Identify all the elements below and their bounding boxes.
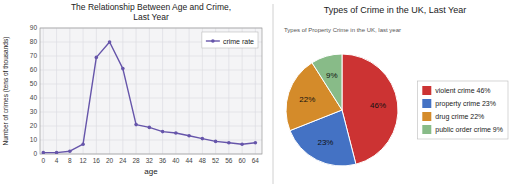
divider	[273, 4, 274, 184]
grid-line-x	[149, 28, 150, 154]
data-label: 46%	[370, 101, 386, 110]
x-tick-label: 56	[225, 157, 233, 164]
data-label: 9%	[326, 71, 338, 80]
grid-line-x	[175, 28, 176, 154]
legend-swatch	[422, 125, 431, 134]
x-tick-label: 4	[55, 157, 59, 164]
grid-line-x	[69, 28, 70, 154]
y-tick-label: 90	[30, 24, 38, 31]
point	[108, 40, 112, 44]
point	[68, 149, 72, 153]
x-tick-label: 64	[252, 157, 260, 164]
point	[134, 123, 138, 127]
legend: violent crime 46% property crime 23% drug …	[417, 81, 508, 139]
x-tick-label: 36	[159, 157, 167, 164]
y-tick-label: 40	[30, 94, 38, 101]
pie-chart: Types of Crime in the UK, Last Year Types…	[284, 5, 508, 166]
legend-label: drug crime 22%	[435, 113, 484, 121]
point	[201, 137, 205, 141]
x-tick-label: 8	[68, 157, 72, 164]
x-tick-label: 44	[185, 157, 193, 164]
point	[254, 141, 258, 145]
grid-line-x	[96, 28, 97, 154]
point	[81, 142, 85, 146]
y-tick-label: 0	[33, 150, 37, 157]
line-chart: The Relationship Between Age and Crime,L…	[2, 2, 262, 176]
x-tick-label: 12	[79, 157, 87, 164]
legend-box	[417, 81, 508, 139]
legend-label: public order crime 9%	[435, 126, 503, 134]
x-tick-label: 40	[172, 157, 180, 164]
legend-swatch	[422, 112, 431, 121]
legend-label: property crime 23%	[435, 100, 496, 108]
x-axis-label: age	[144, 167, 158, 176]
grid-line-x	[109, 28, 110, 154]
legend: crime rate	[202, 32, 258, 48]
chart-root: The Relationship Between Age and Crime,L…	[0, 0, 512, 188]
data-group	[42, 40, 258, 154]
point	[240, 142, 244, 146]
grid-line-x	[162, 28, 163, 154]
legend-marker	[211, 39, 215, 43]
point	[227, 141, 231, 145]
y-tick-label: 30	[30, 108, 38, 115]
y-tick-label: 10	[30, 136, 38, 143]
plot-frame	[40, 28, 262, 154]
title-line: The Relationship Between Age and Crime,	[71, 2, 231, 12]
y-axis-label: Number of crimes (tens of thousands)	[2, 37, 10, 146]
x-tick-label: 32	[146, 157, 154, 164]
y-tick-label: 60	[30, 66, 38, 73]
legend-label: crime rate	[223, 38, 254, 45]
legend-swatch	[422, 86, 431, 95]
x-tick-label: 48	[199, 157, 207, 164]
slice	[312, 54, 342, 110]
legend-swatch	[422, 99, 431, 108]
data-label: 22%	[299, 95, 315, 104]
x-tick-label: 20	[106, 157, 114, 164]
y-tick-label: 50	[30, 80, 38, 87]
x-tick-label: 16	[93, 157, 101, 164]
point	[95, 56, 99, 60]
point	[161, 130, 165, 134]
grid-line-x	[43, 28, 44, 154]
y-tick-label: 20	[30, 122, 38, 129]
grid-line-x	[83, 28, 84, 154]
legend-label: violent crime 46%	[435, 87, 490, 94]
point	[187, 134, 191, 138]
data-label: 23%	[317, 138, 333, 147]
point	[42, 151, 46, 154]
x-tick-label: 52	[212, 157, 220, 164]
point	[174, 131, 178, 135]
grid-line-x	[56, 28, 57, 154]
x-tick-label: 28	[132, 157, 140, 164]
grid-line-x	[122, 28, 123, 154]
grid-line-x	[136, 28, 137, 154]
title: Types of Crime in the UK, Last Year	[324, 5, 467, 15]
plot-background	[40, 28, 262, 154]
x-tick-label: 60	[239, 157, 247, 164]
title: The Relationship Between Age and Crime,L…	[71, 2, 231, 22]
point	[55, 151, 59, 154]
point	[121, 67, 125, 71]
y-tick-label: 70	[30, 52, 38, 59]
x-tick-label: 24	[119, 157, 127, 164]
point	[214, 140, 218, 144]
x-tick-label: 0	[42, 157, 46, 164]
title-line: Last Year	[133, 12, 169, 22]
legend-box	[202, 32, 258, 48]
series-line	[43, 42, 255, 153]
point	[148, 126, 152, 130]
y-tick-label: 80	[30, 38, 38, 45]
annotation: Types of Property Crime in the UK, last …	[284, 27, 401, 33]
